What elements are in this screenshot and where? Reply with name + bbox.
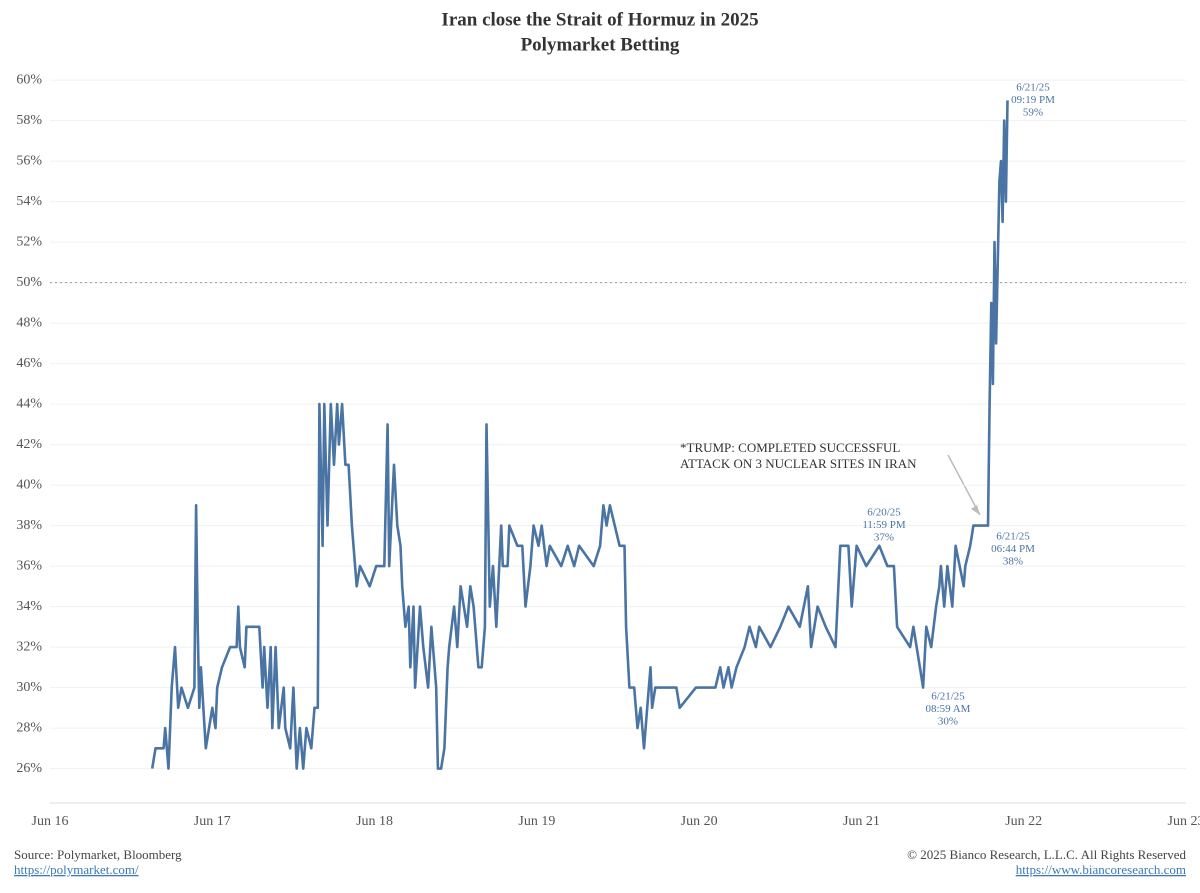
chart-title: Iran close the Strait of Hormuz in 2025: [441, 9, 758, 30]
annotation: 38%: [1003, 556, 1023, 568]
arrow-head: [971, 505, 980, 515]
y-tick-label: 36%: [16, 558, 42, 573]
x-tick-label: Jun 17: [194, 814, 231, 829]
data-line: [150, 100, 1009, 770]
annotation: 6/21/25: [996, 531, 1030, 543]
source-url[interactable]: https://polymarket.com/: [14, 862, 139, 877]
x-tick-label: Jun 19: [518, 814, 555, 829]
y-tick-label: 30%: [16, 680, 42, 695]
copyright-url[interactable]: https://www.biancoresearch.com: [1016, 862, 1186, 877]
source: Source: Polymarket, Bloomberg: [14, 847, 182, 862]
y-tick-label: 56%: [16, 153, 42, 168]
x-tick-label: Jun 23: [1168, 814, 1200, 829]
x-tick-label: Jun 22: [1005, 814, 1042, 829]
y-tick-label: 28%: [16, 720, 42, 735]
copyright: © 2025 Bianco Research, L.L.C. All Right…: [907, 847, 1186, 862]
y-tick-label: 54%: [16, 194, 42, 209]
y-tick-label: 26%: [16, 761, 42, 776]
chart-subtitle: Polymarket Betting: [521, 34, 680, 55]
annotation: 30%: [938, 716, 958, 728]
annotation: 6/21/25: [1016, 82, 1050, 94]
annotation: 11:59 PM: [862, 519, 906, 531]
y-tick-label: 46%: [16, 356, 42, 371]
x-tick-label: Jun 21: [843, 814, 880, 829]
y-tick-label: 40%: [16, 477, 42, 492]
y-tick-label: 50%: [16, 275, 42, 290]
annotation: 06:44 PM: [991, 543, 1035, 555]
annotation: 6/20/25: [867, 507, 901, 519]
x-tick-label: Jun 20: [681, 814, 718, 829]
annotation: *TRUMP: COMPLETED SUCCESSFUL: [680, 440, 900, 455]
y-tick-label: 60%: [16, 72, 42, 87]
annotation: 37%: [874, 532, 894, 544]
annotation: 09:19 PM: [1011, 94, 1055, 106]
annotation: 59%: [1023, 107, 1043, 119]
annotation: ATTACK ON 3 NUCLEAR SITES IN IRAN: [680, 456, 917, 471]
x-tick-label: Jun 18: [356, 814, 393, 829]
y-tick-label: 48%: [16, 315, 42, 330]
y-tick-label: 32%: [16, 639, 42, 654]
annotation: 6/21/25: [931, 691, 965, 703]
y-tick-label: 58%: [16, 113, 42, 128]
y-tick-label: 38%: [16, 518, 42, 533]
y-tick-label: 34%: [16, 599, 42, 614]
y-tick-label: 44%: [16, 396, 42, 411]
x-tick-label: Jun 16: [32, 814, 69, 829]
y-tick-label: 42%: [16, 437, 42, 452]
annotation: 08:59 AM: [926, 703, 971, 715]
y-tick-label: 52%: [16, 234, 42, 249]
